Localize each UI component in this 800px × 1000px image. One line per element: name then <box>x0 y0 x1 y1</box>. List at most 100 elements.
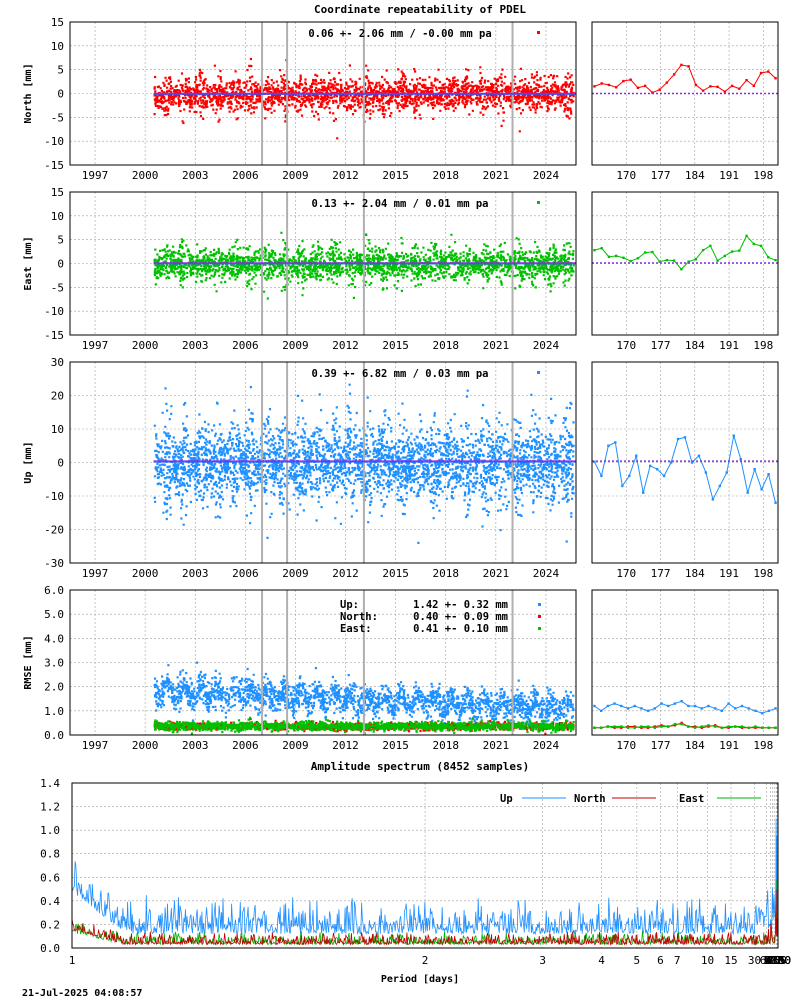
x-tick-label: 198 <box>753 339 773 352</box>
recent-point <box>600 474 603 478</box>
y-axis-label: RMSE [mm] <box>23 635 34 689</box>
recent-point <box>648 464 652 468</box>
legend-marker <box>537 371 540 374</box>
x-tick-label: 2012 <box>332 739 359 752</box>
recent-point <box>707 704 710 708</box>
recent-point <box>633 726 636 729</box>
y-tick-label: 0.2 <box>40 918 60 931</box>
recent-point <box>620 725 623 728</box>
recent-point <box>767 709 771 713</box>
x-tick-label: 1997 <box>82 567 109 580</box>
recent-point <box>593 248 596 252</box>
legend-marker <box>538 615 541 618</box>
x-tick-label: 2009 <box>282 169 309 182</box>
x-tick-label: 2003 <box>182 339 209 352</box>
recent-point <box>767 256 770 259</box>
y-tick-label: -10 <box>44 135 64 148</box>
legend-name: East: <box>340 623 372 635</box>
recent-point <box>716 85 719 89</box>
recent-point <box>700 725 703 728</box>
recent-point <box>662 474 666 478</box>
spectrum-panel: 0.0 0.2 0.4 0.6 0.8 1.0 1.2 1.4 1 2 3 4 5 6 7 10 15 30609… <box>40 777 791 985</box>
y-tick-label: -5 <box>51 281 64 294</box>
recent-point <box>667 704 670 708</box>
x-tick-label: 191 <box>719 567 739 580</box>
x-tick-label: 2024 <box>533 739 560 752</box>
plot-frame <box>69 21 577 166</box>
recent-point <box>687 65 690 68</box>
recent-point <box>620 704 623 708</box>
recent-point <box>614 441 617 444</box>
recent-point <box>653 726 657 729</box>
recent-series-line <box>594 64 776 94</box>
recent-point <box>593 85 596 88</box>
x-tick-label: 184 <box>685 567 705 580</box>
x-tick-label: 2000 <box>132 169 159 182</box>
north-panel: -15 -10 -5 0 5 10 15 1997 2000 2003 2006 2009 2012 20… <box>23 16 779 182</box>
x-tick-label: 2018 <box>432 739 459 752</box>
y-tick-label: -15 <box>44 329 64 342</box>
recent-series-line <box>594 723 776 729</box>
recent-point <box>727 725 730 728</box>
legend-marker <box>537 31 540 34</box>
recent-point <box>754 709 757 713</box>
x-tick-label: 2003 <box>182 739 209 752</box>
recent-point <box>732 434 735 437</box>
x-tick-label: 730 <box>767 954 787 967</box>
y-axis-label: Up [mm] <box>23 441 34 483</box>
recent-point <box>723 254 727 258</box>
recent-point <box>636 257 640 260</box>
y-tick-label: -30 <box>44 557 64 570</box>
up-panel: -30 -20 -10 0 10 20 30 1997 2000 2003 2006 2009 2012… <box>23 356 779 580</box>
y-tick-label: 0.4 <box>40 895 60 908</box>
recent-point <box>727 726 730 729</box>
legend-entry: North <box>574 793 606 805</box>
recent-point <box>738 249 741 252</box>
recent-point <box>687 704 690 708</box>
y-tick-label: 5 <box>57 64 64 77</box>
plot-frame <box>69 361 577 564</box>
x-tick-label: 184 <box>685 169 705 182</box>
x-tick-label: 15 <box>724 954 737 967</box>
x-tick-label: 10 <box>701 954 714 967</box>
recent-point <box>700 707 703 710</box>
x-tick-label: 3 <box>539 954 546 967</box>
recent-point <box>774 258 777 262</box>
recent-point <box>694 258 698 261</box>
recent-point <box>707 725 710 728</box>
recent-point <box>636 86 640 89</box>
recent-point <box>613 725 616 728</box>
x-tick-label: 2015 <box>382 567 409 580</box>
recent-point <box>709 85 712 88</box>
x-tick-label: 6 <box>657 954 664 967</box>
x-tick-label: 198 <box>753 739 773 752</box>
recent-point <box>747 707 750 710</box>
recent-point <box>614 86 618 89</box>
x-tick-label: 2012 <box>332 339 359 352</box>
recent-point <box>697 454 701 457</box>
recent-point <box>701 89 705 92</box>
x-tick-label: 2021 <box>483 339 510 352</box>
plot-frame <box>71 782 779 949</box>
recent-point <box>599 726 603 729</box>
recent-point <box>607 83 611 87</box>
x-tick-label: 4380 <box>765 954 792 967</box>
recent-point <box>718 484 722 488</box>
rmse-panel: 0.0 1.0 2.0 3.0 4.0 5.0 6.0 1997 2000 2003 2006 200… <box>23 584 779 752</box>
x-tick-label: 2000 <box>132 567 159 580</box>
recent-point <box>760 488 763 491</box>
recent-point <box>723 90 727 93</box>
recent-point <box>593 726 596 729</box>
recent-point <box>680 721 683 725</box>
recent-point <box>754 725 757 728</box>
recent-point <box>665 81 669 84</box>
recent-point <box>707 724 710 727</box>
recent-point <box>683 436 687 439</box>
recent-point <box>727 702 730 705</box>
recent-series-line <box>594 700 776 714</box>
recent-point <box>607 444 610 447</box>
recent-point <box>759 244 763 248</box>
recent-point <box>725 471 728 474</box>
recent-point <box>687 260 690 263</box>
